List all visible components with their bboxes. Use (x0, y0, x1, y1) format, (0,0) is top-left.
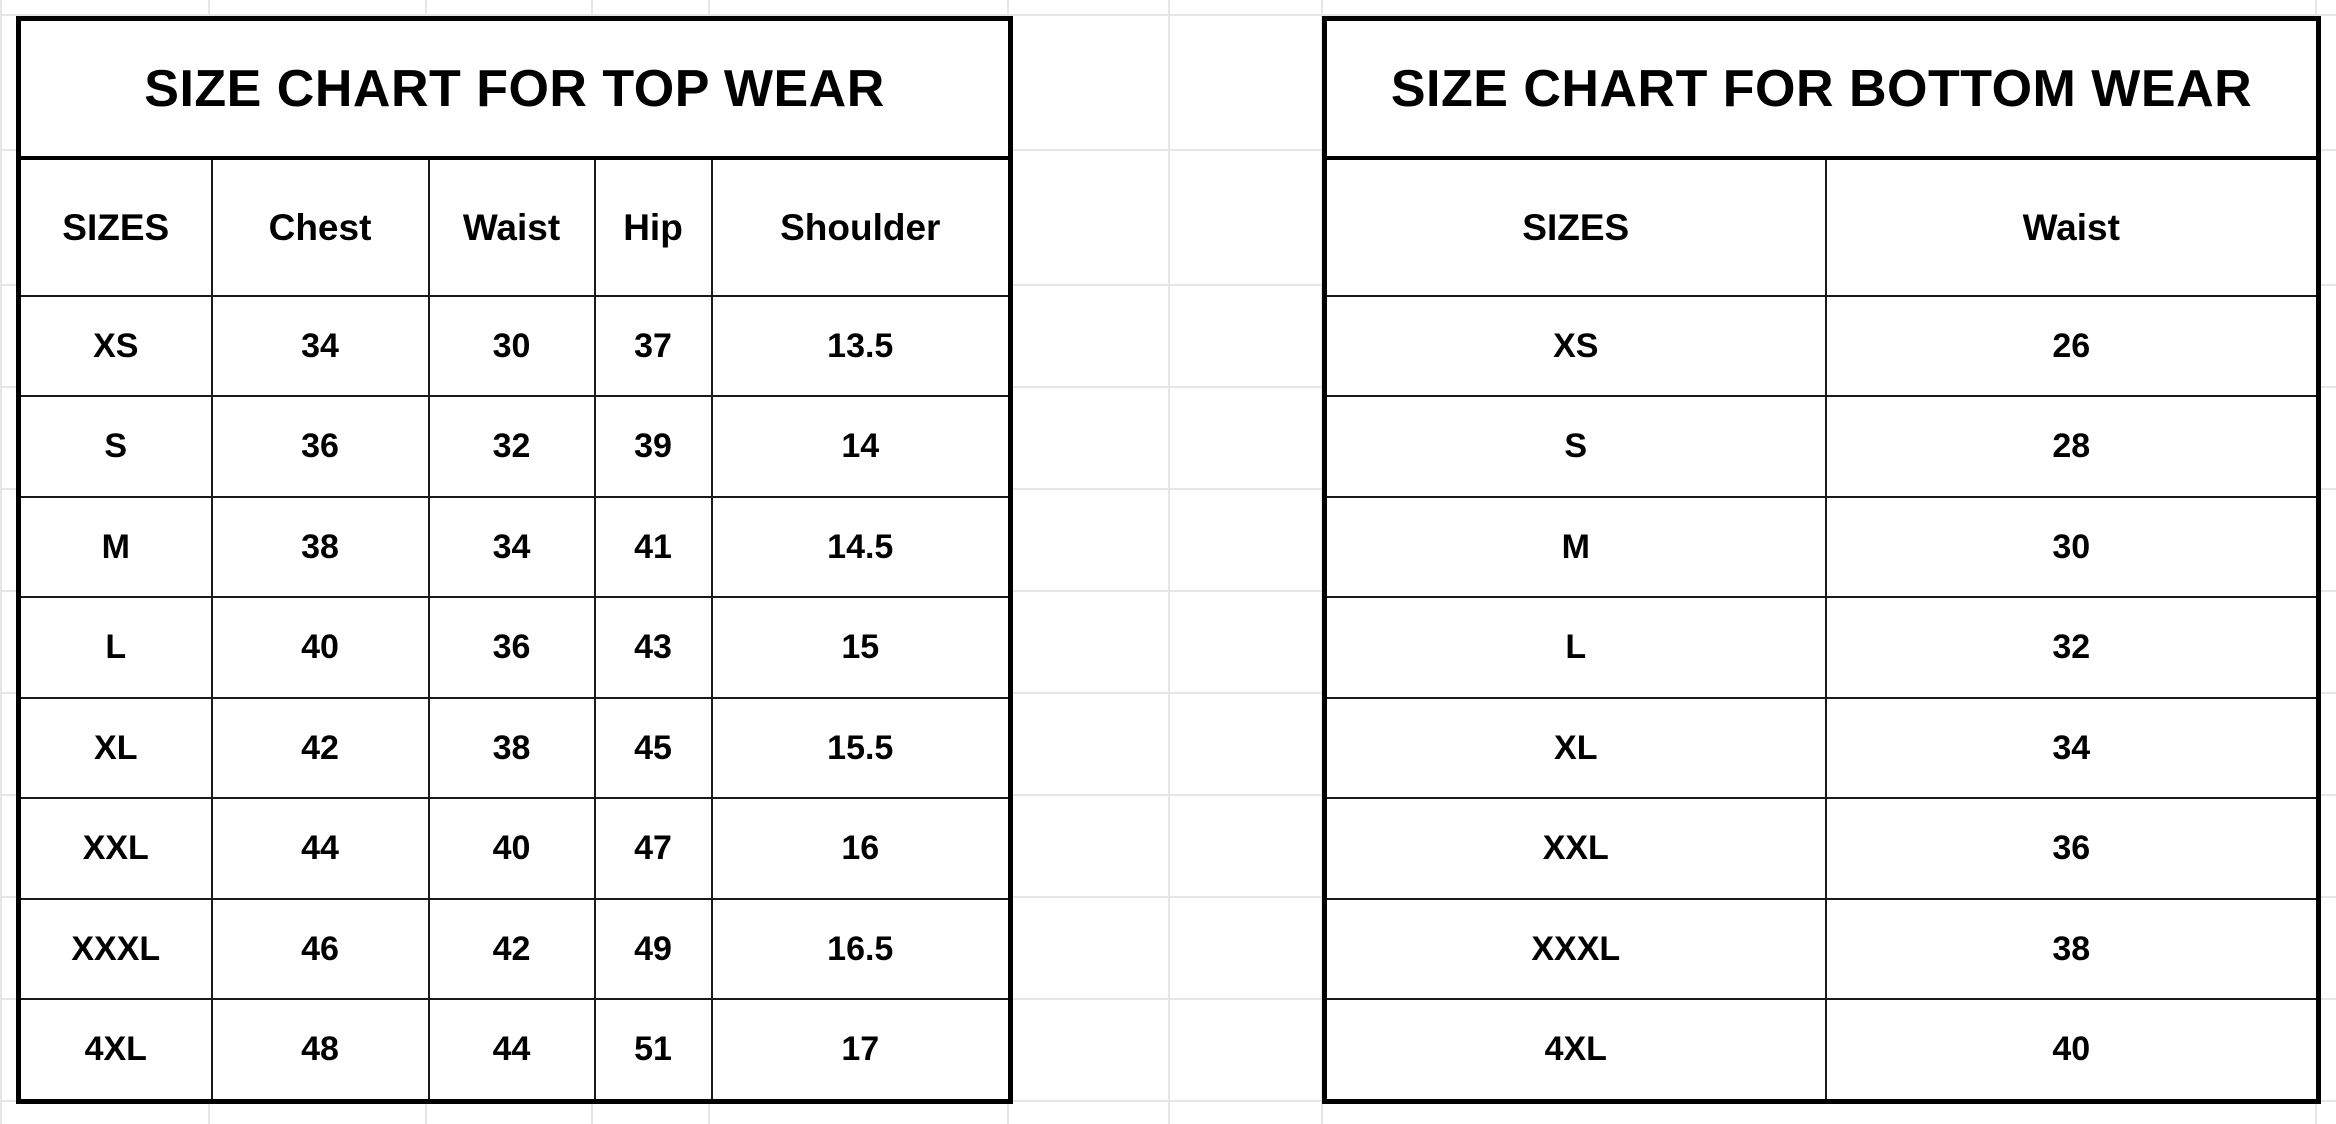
cell-chest: 38 (210, 495, 430, 599)
table-title-row: SIZE CHART FOR BOTTOM WEAR (1324, 18, 2319, 160)
column-header-chest: Chest (210, 157, 430, 297)
cell-size: L (18, 596, 213, 699)
cell-size: XL (1324, 696, 1827, 800)
table-row: 4XL 48 44 51 17 (18, 998, 1011, 1102)
table-row: XXXL 46 42 49 16.5 (18, 897, 1011, 1001)
cell-shoulder: 15 (710, 596, 1011, 699)
table-row: S 36 32 39 14 (18, 395, 1011, 498)
cell-hip: 51 (593, 998, 713, 1102)
table-row: L 32 (1324, 596, 2319, 699)
cell-hip: 41 (593, 495, 713, 599)
table-row: 4XL 40 (1324, 998, 2319, 1102)
cell-waist: 40 (1824, 998, 2319, 1102)
cell-chest: 34 (210, 294, 430, 398)
cell-hip: 49 (593, 897, 713, 1001)
table-row: XL 34 (1324, 696, 2319, 800)
cell-size: M (1324, 495, 1827, 599)
table-row: XXL 36 (1324, 797, 2319, 900)
cell-waist: 42 (427, 897, 596, 1001)
gridline-vertical (0, 0, 2, 1124)
cell-waist: 30 (1824, 495, 2319, 599)
cell-size: XS (18, 294, 213, 398)
cell-shoulder: 14 (710, 395, 1011, 498)
table-row: XS 26 (1324, 294, 2319, 398)
gridline-vertical (1168, 0, 1170, 1124)
cell-size: L (1324, 596, 1827, 699)
cell-shoulder: 14.5 (710, 495, 1011, 599)
cell-chest: 48 (210, 998, 430, 1102)
cell-waist: 32 (427, 395, 596, 498)
cell-chest: 44 (210, 797, 430, 900)
table-row: XXL 44 40 47 16 (18, 797, 1011, 900)
table-row: XXXL 38 (1324, 897, 2319, 1001)
cell-waist: 32 (1824, 596, 2319, 699)
cell-hip: 47 (593, 797, 713, 900)
cell-waist: 28 (1824, 395, 2319, 498)
cell-waist: 34 (1824, 696, 2319, 800)
table-row: S 28 (1324, 395, 2319, 498)
cell-shoulder: 17 (710, 998, 1011, 1102)
cell-waist: 36 (1824, 797, 2319, 900)
cell-waist: 38 (427, 696, 596, 800)
cell-size: S (1324, 395, 1827, 498)
table-row: M 38 34 41 14.5 (18, 495, 1011, 599)
cell-size: M (18, 495, 213, 599)
cell-chest: 40 (210, 596, 430, 699)
table-title-row: SIZE CHART FOR TOP WEAR (18, 18, 1011, 160)
column-header-shoulder: Shoulder (710, 157, 1011, 297)
column-header-waist: Waist (1824, 157, 2319, 297)
cell-hip: 37 (593, 294, 713, 398)
cell-chest: 42 (210, 696, 430, 800)
cell-chest: 46 (210, 897, 430, 1001)
table-row: L 40 36 43 15 (18, 596, 1011, 699)
bottom-wear-title: SIZE CHART FOR BOTTOM WEAR (1324, 18, 2319, 160)
cell-size: XXL (18, 797, 213, 900)
cell-size: XXL (1324, 797, 1827, 900)
cell-hip: 45 (593, 696, 713, 800)
top-wear-title: SIZE CHART FOR TOP WEAR (18, 18, 1011, 160)
cell-shoulder: 13.5 (710, 294, 1011, 398)
cell-size: 4XL (18, 998, 213, 1102)
column-header-waist: Waist (427, 157, 596, 297)
table-header-row: SIZES Waist (1324, 157, 2319, 297)
cell-size: S (18, 395, 213, 498)
cell-shoulder: 16 (710, 797, 1011, 900)
column-header-sizes: SIZES (18, 157, 213, 297)
top-wear-size-chart: SIZE CHART FOR TOP WEAR SIZES Chest Wais… (16, 16, 1014, 1104)
cell-size: 4XL (1324, 998, 1827, 1102)
cell-waist: 44 (427, 998, 596, 1102)
cell-shoulder: 15.5 (710, 696, 1011, 800)
cell-waist: 36 (427, 596, 596, 699)
cell-hip: 39 (593, 395, 713, 498)
cell-waist: 26 (1824, 294, 2319, 398)
cell-size: XXXL (1324, 897, 1827, 1001)
cell-shoulder: 16.5 (710, 897, 1011, 1001)
column-header-hip: Hip (593, 157, 713, 297)
cell-waist: 30 (427, 294, 596, 398)
cell-chest: 36 (210, 395, 430, 498)
bottom-wear-size-chart: SIZE CHART FOR BOTTOM WEAR SIZES Waist X… (1322, 16, 2322, 1104)
cell-waist: 38 (1824, 897, 2319, 1001)
cell-size: XS (1324, 294, 1827, 398)
cell-size: XL (18, 696, 213, 800)
cell-size: XXXL (18, 897, 213, 1001)
cell-hip: 43 (593, 596, 713, 699)
cell-waist: 34 (427, 495, 596, 599)
table-row: XS 34 30 37 13.5 (18, 294, 1011, 398)
column-header-sizes: SIZES (1324, 157, 1827, 297)
cell-waist: 40 (427, 797, 596, 900)
table-header-row: SIZES Chest Waist Hip Shoulder (18, 157, 1011, 297)
table-row: XL 42 38 45 15.5 (18, 696, 1011, 800)
table-row: M 30 (1324, 495, 2319, 599)
